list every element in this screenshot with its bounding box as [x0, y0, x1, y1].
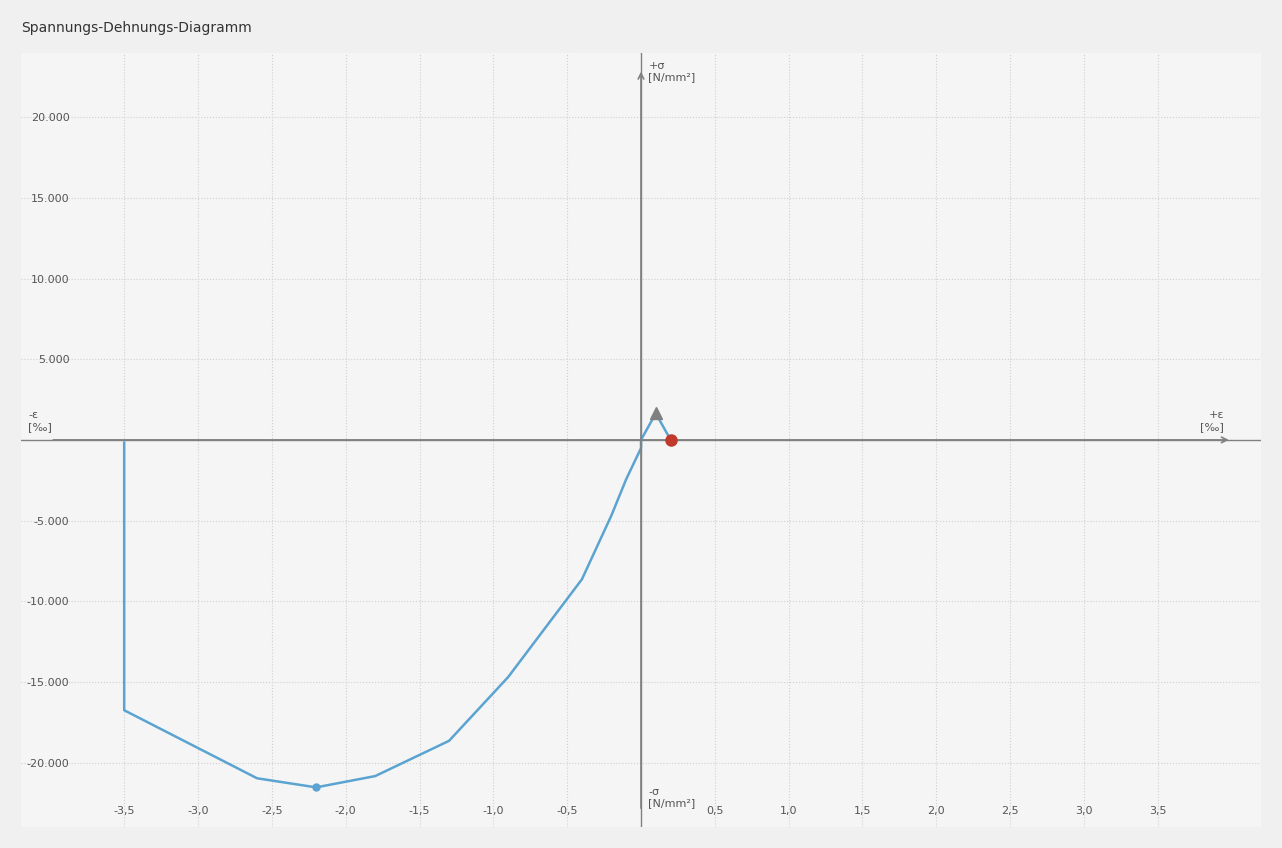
- Text: -σ
[N/mm²]: -σ [N/mm²]: [649, 787, 696, 808]
- Text: +ε
[‰]: +ε [‰]: [1200, 410, 1224, 432]
- Text: +σ
[N/mm²]: +σ [N/mm²]: [649, 61, 696, 82]
- Text: Spannungs-Dehnungs-Diagramm: Spannungs-Dehnungs-Diagramm: [21, 21, 251, 35]
- Text: -ε
[‰]: -ε [‰]: [28, 410, 53, 432]
